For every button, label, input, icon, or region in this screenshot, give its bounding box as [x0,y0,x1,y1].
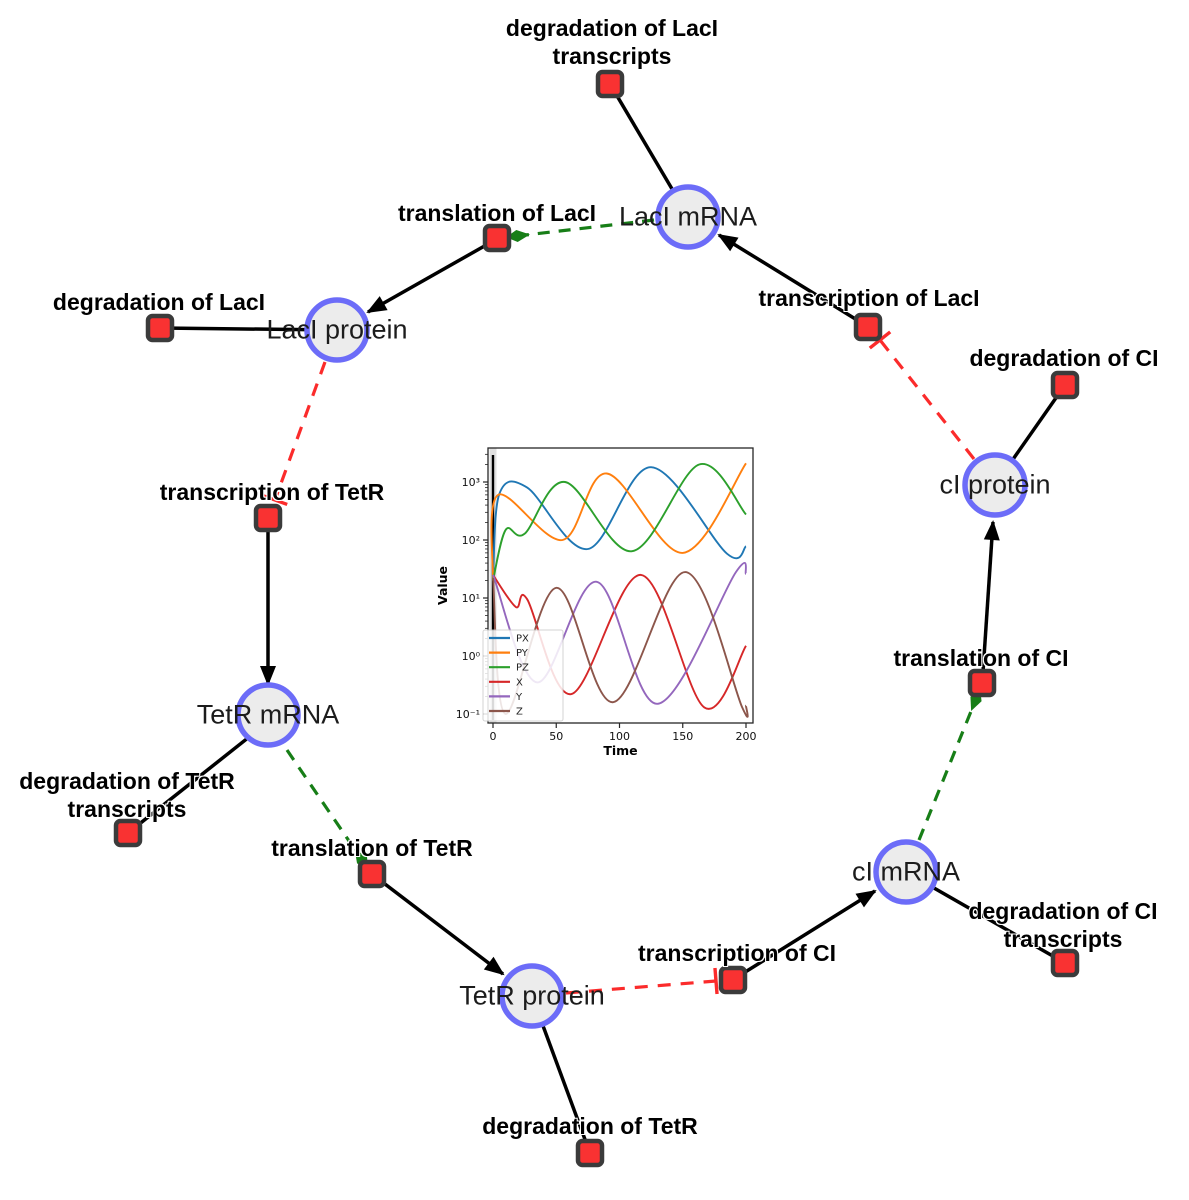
species-node-ci-mrna [873,839,939,905]
edge-arrow [981,520,1000,673]
edge-inhibit [262,361,327,507]
arrowhead-icon [483,956,505,976]
reaction-node-degradation-ci [1050,370,1080,400]
edge-arrow [366,242,489,314]
inhibition-tee-icon [868,330,892,350]
arrowhead-icon [366,296,388,313]
inhibition-tee-icon [262,493,288,507]
chart-ytick-label: 10³ [462,476,480,489]
reaction-node-degradation-laci [145,313,175,343]
chart-xaxis-label: Time [603,743,637,758]
edge-modifier [917,688,982,841]
chart-series-X [492,573,747,710]
legend-entry-label: PX [516,634,529,645]
species-node-ci-protein [962,452,1028,518]
modifier-diamond-icon [506,230,530,242]
chart-ytick-label: 10⁻¹ [456,708,480,721]
chart-ytick-label: 10⁰ [462,650,481,663]
chart-yaxis-label: Value [435,566,450,605]
reaction-node-translation-tetr [357,859,387,889]
legend-entry-label: Y [515,692,523,703]
arrowhead-icon [983,520,1000,541]
inhibition-tee-icon [713,967,719,995]
chart-legend: PX PY PZ XYZ [482,629,564,722]
chart-xtick-label: 0 [490,730,497,743]
species-node-tetr-mrna [235,682,301,748]
edge-modifier [506,218,655,242]
reaction-node-transcription-ci [718,965,748,995]
reaction-node-degradation-tetr-transcripts [113,818,143,848]
reaction-node-translation-laci [482,223,512,253]
arrowhead-icon [260,666,276,686]
species-node-tetr-protein [499,963,565,1029]
reaction-node-translation-ci [967,668,997,698]
edge-arrow [741,889,877,976]
edge-arrow [260,529,276,686]
chart-xtick-label: 200 [736,730,757,743]
legend-entry-label: PZ [516,663,529,674]
species-node-laci-protein [304,297,370,363]
chart-xtick-label: 150 [672,730,693,743]
species-node-laci-mrna [655,184,721,250]
chart-axes-frame [487,447,754,724]
legend-entry-label: X [516,677,523,688]
reaction-node-transcription-tetr [253,503,283,533]
chart-xtick-label: 50 [549,730,563,743]
chart-ytick-label: 10¹ [462,592,480,605]
inset-timeseries-chart: 0 50 100 150 20010³10²10¹10⁰10⁻¹TimeValuePXP… [433,428,770,765]
edge-modifier [285,749,369,870]
arrowhead-icon [855,889,877,908]
reaction-node-degradation-ci-transcripts [1050,948,1080,978]
chart-series-PZ [492,463,747,581]
edge-inhibit [868,330,976,460]
arrowhead-icon [717,233,739,252]
reaction-node-degradation-laci-transcripts [595,69,625,99]
legend-entry-label: Z [516,707,523,718]
legend-entry-label: PY [516,648,529,659]
chart-series-PY [490,462,747,581]
reaction-node-degradation-tetr [575,1138,605,1168]
reaction-node-transcription-laci [853,312,883,342]
edge-arrow [379,879,505,976]
edge-line [126,720,270,835]
chart-xtick-label: 100 [609,730,630,743]
chart-ytick-label: 10² [462,534,480,547]
edge-arrow [717,233,858,322]
edge-inhibit [565,967,719,995]
